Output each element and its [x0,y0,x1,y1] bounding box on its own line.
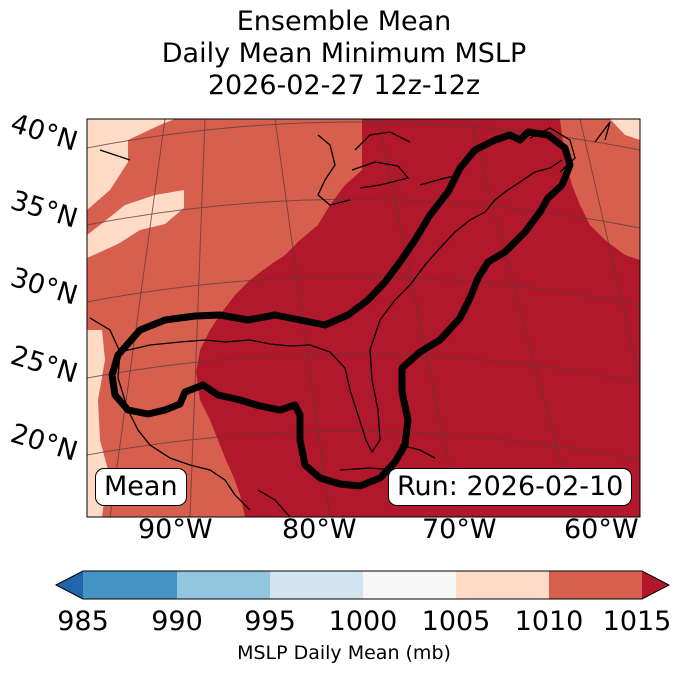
colorbar-tick-1000: 1000 [328,606,398,637]
lon-label-80w: 80°W [282,514,357,545]
lon-label-70w: 70°W [422,514,497,545]
map-field [87,119,640,517]
colorbar-985-990 [83,571,177,599]
mean-label-box: Mean [95,468,187,506]
colorbar-tick-1015: 1015 [602,606,672,637]
colorbar-1010-1015 [549,571,642,599]
colorbar-over-arrow [642,571,669,599]
low-track-contour [108,128,574,490]
colorbar-tick-985: 985 [57,606,109,637]
colorbar-label: MSLP Daily Mean (mb) [237,642,451,664]
lon-label-90w: 90°W [138,514,213,545]
field-1005-1010-corner [610,119,640,140]
lon-label-60w: 60°W [564,514,639,545]
run-label-box: Run: 2026-02-10 [388,468,633,506]
colorbar-tick-990: 990 [151,606,203,637]
title-line-3: 2026-02-27 12z-12z [207,70,481,101]
colorbar-under-arrow [56,571,83,599]
field-1010-1015-northeast [560,119,640,260]
colorbar-1005-1010 [456,571,549,599]
field-1005-1010-west [87,119,175,210]
title-line-1: Ensemble Mean [236,6,452,37]
map-frame [86,118,641,518]
colorbar-tick-1005: 1005 [421,606,491,637]
field-1005-1010-strip [87,190,184,258]
colorbar-tick-995: 995 [244,606,296,637]
colorbar-1000-1005 [363,571,456,599]
colorbar-outline [54,570,671,600]
colorbar-990-995 [177,571,270,599]
colorbar-995-1000 [270,571,363,599]
title-line-2: Daily Mean Minimum MSLP [161,38,527,69]
colorbar-tick-1010: 1010 [514,606,584,637]
